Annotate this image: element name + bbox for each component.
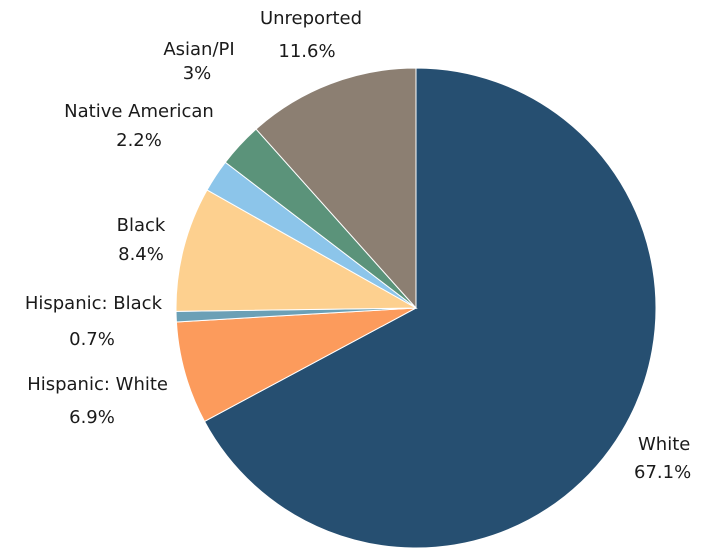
label-native-american-value: 2.2%: [116, 130, 162, 151]
pie-slice-hispanic-white: [175, 307, 417, 423]
label-asian-pi-name: Asian/PI: [163, 39, 234, 60]
label-black-name: Black: [117, 215, 166, 236]
label-hispanic-black-name: Hispanic: Black: [25, 293, 163, 314]
pie-slice-black: [175, 189, 418, 312]
label-hispanic-white-name: Hispanic: White: [27, 374, 168, 395]
label-hispanic-black-value: 0.7%: [69, 329, 115, 350]
pie-slice-white: [203, 67, 657, 548]
label-black-value: 8.4%: [118, 244, 164, 265]
label-hispanic-white-value: 6.9%: [69, 407, 115, 428]
label-unreported-name: Unreported: [260, 8, 362, 29]
pie-slice-unreported: [255, 67, 417, 310]
label-unreported-value: 11.6%: [278, 41, 335, 62]
pie-slices: [175, 67, 657, 548]
label-asian-pi-value: 3%: [183, 63, 212, 84]
label-white-value: 67.1%: [634, 462, 691, 483]
label-native-american-name: Native American: [64, 101, 214, 122]
label-white-name: White: [638, 434, 690, 455]
